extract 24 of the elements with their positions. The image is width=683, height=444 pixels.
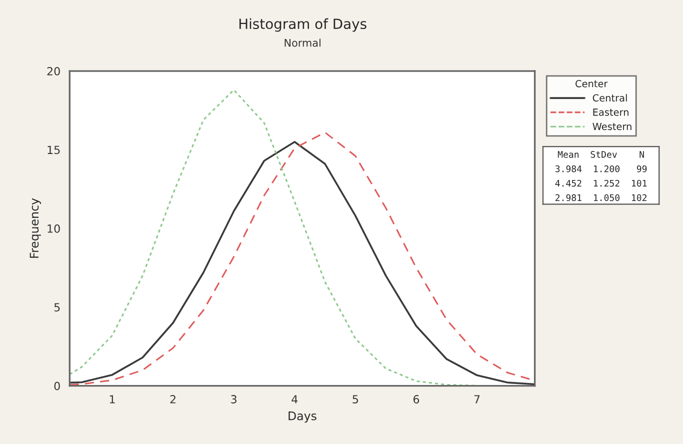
y-tick-label: 20 <box>47 67 60 76</box>
chart-subtitle: Normal <box>284 38 320 47</box>
x-tick-label: 2 <box>170 395 176 404</box>
x-tick-label: 7 <box>474 395 480 404</box>
x-axis-title: Days <box>288 412 316 423</box>
y-tick-label: 15 <box>48 146 60 154</box>
x-tick-label: 3 <box>231 395 236 404</box>
legend-title: Center <box>576 80 608 88</box>
text: 2.981 1.050 102 <box>556 194 646 202</box>
y-tick-label: 0 <box>54 382 60 390</box>
text: Mean StDev N <box>558 150 644 158</box>
x-tick-label: 5 <box>352 395 358 404</box>
legend-label: Central <box>592 94 627 102</box>
x-tick-label: 4 <box>292 395 298 404</box>
y-tick-label: 5 <box>54 303 60 312</box>
legend-label: Eastern <box>593 108 628 116</box>
text: 3.984 1.200 99 <box>555 165 647 172</box>
x-tick-label: 1 <box>110 395 115 404</box>
legend-label: Western <box>592 122 632 130</box>
y-axis-title: Frequency <box>30 198 41 258</box>
x-tick-label: 6 <box>413 395 420 404</box>
text: 4.452 1.252 101 <box>555 180 647 187</box>
chart-title: Histogram of Days <box>239 18 366 32</box>
y-tick-label: 10 <box>48 224 60 233</box>
